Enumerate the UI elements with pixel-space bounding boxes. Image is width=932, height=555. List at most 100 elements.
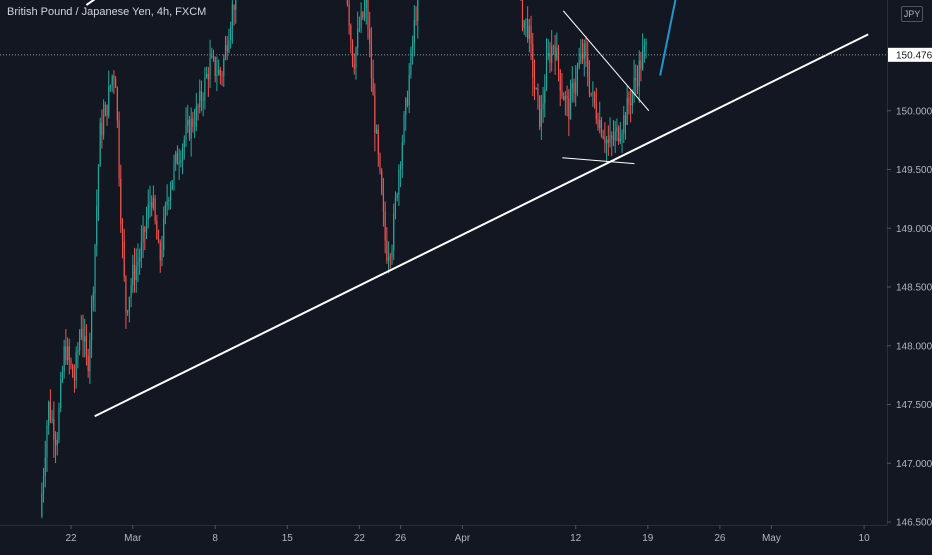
candle	[214, 56, 216, 83]
price-tick-label: 146.500	[896, 518, 932, 529]
candle	[82, 314, 84, 358]
candle-body	[588, 76, 591, 93]
candle	[123, 228, 125, 282]
candle-body	[228, 40, 230, 52]
candle	[108, 70, 110, 119]
candle-body	[92, 293, 94, 301]
candle-body	[566, 96, 568, 99]
time-tick-label: Mar	[124, 533, 142, 544]
wedge-lower-line[interactable]	[562, 157, 635, 165]
candle	[230, 21, 232, 49]
candle	[187, 104, 189, 133]
candle	[585, 35, 587, 68]
candle-body	[207, 73, 209, 80]
candle-body	[137, 261, 139, 266]
candle-body	[73, 377, 76, 381]
candle	[226, 36, 228, 61]
candle-body	[530, 25, 532, 45]
candle-body	[621, 133, 623, 139]
candle	[175, 150, 177, 171]
candle	[523, 20, 525, 35]
candle-body	[224, 45, 227, 59]
candle	[544, 74, 546, 118]
candle-body	[631, 91, 633, 106]
last-price-text: 150.476	[896, 50, 932, 61]
candle-body	[346, 0, 348, 4]
candle-body	[547, 53, 549, 57]
candle	[144, 225, 146, 251]
candle	[145, 206, 148, 240]
candle-body	[164, 205, 167, 218]
candle	[405, 96, 407, 131]
candle	[73, 364, 76, 393]
currency-button[interactable]: JPY	[901, 6, 923, 22]
candle-body	[521, 0, 524, 29]
candle-body	[369, 28, 371, 44]
candle	[588, 60, 591, 98]
candle-body	[415, 20, 417, 22]
candle-body	[628, 98, 630, 104]
candle	[527, 6, 529, 43]
candle-body	[595, 103, 597, 120]
candle-body	[91, 300, 93, 341]
candle	[382, 177, 385, 227]
candle	[552, 44, 554, 55]
candle-body	[597, 119, 599, 129]
candle-body	[396, 194, 398, 198]
time-tick-label: 8	[212, 533, 218, 544]
candle	[106, 104, 108, 126]
candle	[611, 131, 613, 157]
candle-body	[587, 56, 589, 77]
channel-lower-line[interactable]	[94, 33, 869, 418]
candle	[127, 309, 129, 316]
candle	[216, 56, 218, 92]
candle-body	[535, 88, 537, 90]
candle	[539, 95, 541, 131]
candle	[77, 342, 79, 369]
candle	[628, 91, 630, 115]
candle-body	[532, 44, 534, 78]
candle	[377, 124, 379, 167]
candle	[417, 0, 419, 39]
candle-body	[525, 18, 527, 21]
time-tick-label: 22	[65, 533, 77, 544]
candle	[403, 110, 405, 146]
candle-body	[216, 74, 218, 76]
candle	[65, 329, 67, 366]
candle	[351, 39, 354, 68]
candle	[633, 59, 635, 103]
candle	[169, 181, 172, 210]
candle	[54, 431, 57, 464]
candle	[228, 28, 230, 54]
candle	[133, 247, 136, 293]
candle-body	[544, 89, 546, 104]
candle	[583, 39, 585, 77]
candle-body	[382, 193, 385, 212]
candle	[152, 185, 154, 211]
time-axis[interactable]: 22 Mar 8 15 22 26 Apr 12 19 26 May 10	[65, 525, 870, 544]
candle-body	[398, 169, 400, 195]
candle-body	[375, 129, 378, 133]
candle	[557, 44, 560, 82]
candle	[348, 0, 350, 35]
candle	[154, 194, 156, 225]
candle-body	[197, 106, 199, 108]
candle-body	[405, 98, 407, 116]
candle-body	[223, 58, 225, 77]
candle-body	[576, 67, 579, 82]
candle-body	[211, 56, 213, 58]
candle	[120, 164, 122, 233]
candle	[525, 18, 527, 38]
wedge-upper-line[interactable]	[562, 10, 650, 112]
candle	[111, 74, 113, 93]
time-tick-label: 26	[714, 533, 726, 544]
candle	[164, 201, 167, 225]
candle	[590, 92, 592, 97]
candle	[381, 167, 383, 196]
candle	[104, 101, 106, 117]
candle-body	[527, 18, 529, 39]
time-tick-label: 26	[395, 533, 407, 544]
candle	[212, 49, 215, 62]
